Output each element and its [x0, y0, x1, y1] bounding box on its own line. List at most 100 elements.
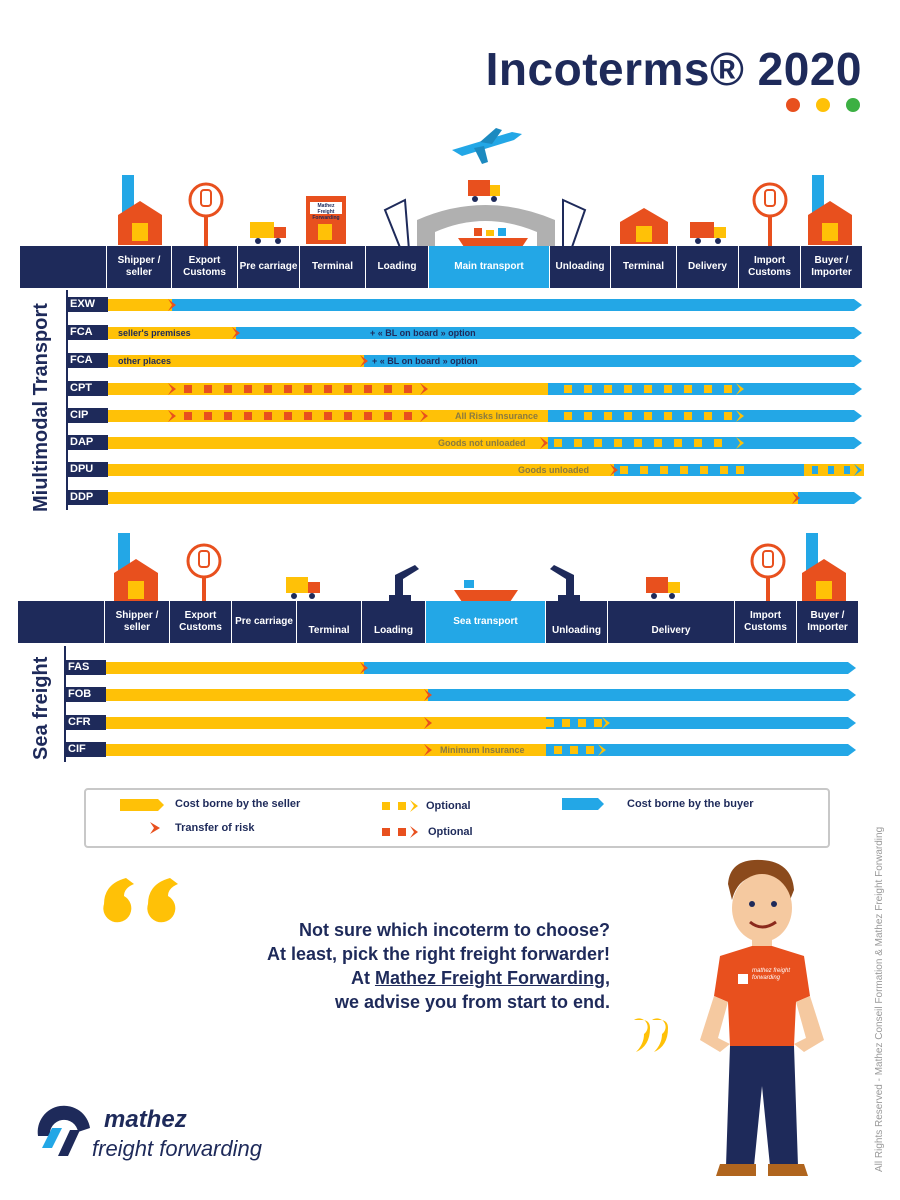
rights-text: All Rights Reserved - Mathez Conseil For… — [874, 826, 885, 1172]
legend-seller-swatch — [120, 799, 164, 811]
bar-cif — [106, 744, 856, 756]
legend-optional-red-swatch — [382, 826, 418, 838]
quote-line-1: Not sure which incoterm to choose? — [298, 920, 610, 940]
annotation-bl-on-board: + « BL on board » option — [372, 356, 478, 366]
row-label-fca-seller: FCA — [66, 325, 108, 340]
header-cell: Import Customs — [738, 246, 800, 288]
crane-icon — [550, 565, 580, 603]
row-label-cif: CIF — [64, 742, 106, 757]
row-label-dap: DAP — [66, 435, 108, 450]
factory-icon — [808, 175, 852, 245]
header-cell: Export Customs — [171, 246, 237, 288]
factory-icon — [114, 533, 158, 603]
quote-line-3: At Mathez Freight Forwarding, — [130, 966, 610, 990]
bar-fas — [106, 662, 856, 674]
customs-hand-icon — [750, 543, 786, 603]
header-cell: Sea transport — [425, 601, 545, 643]
bar-dap — [108, 437, 862, 449]
customs-hand-icon — [752, 182, 788, 246]
header-cell: Delivery — [607, 601, 734, 643]
truck-icon — [468, 180, 500, 202]
annotation-goods-unloaded: Goods unloaded — [518, 465, 589, 475]
logo-name: mathez — [104, 1106, 187, 1133]
bar-exw — [108, 299, 862, 311]
sea-side-title: Sea freight — [30, 656, 52, 760]
legend-risk-swatch — [150, 822, 160, 834]
factory-icon — [802, 533, 846, 603]
legend-risk-label: Transfer of risk — [175, 822, 255, 834]
row-label-fca-other: FCA — [66, 353, 108, 368]
row-label-dpu: DPU — [66, 462, 108, 477]
row-label-fas: FAS — [64, 660, 106, 675]
truck-icon — [646, 577, 680, 599]
character-illustration — [700, 859, 824, 1176]
bar-ddp — [108, 492, 862, 504]
bar-fca-seller — [108, 327, 862, 339]
header-cell: Unloading — [549, 246, 610, 288]
annotation-all-risks-insurance: All Risks Insurance — [455, 411, 539, 421]
terminal-building-icon — [306, 196, 346, 244]
truck-icon — [250, 222, 286, 244]
crane-icon — [389, 565, 419, 603]
header-cell: Loading — [361, 601, 425, 643]
page-title: Incoterms® 2020 — [485, 43, 862, 95]
open-quote-icon — [103, 878, 178, 923]
legend-optional-red-label: Optional — [428, 826, 473, 838]
header-cell: Import Customs — [734, 601, 796, 643]
customs-hand-icon — [188, 182, 224, 246]
header-cell: Pre carriage — [231, 601, 296, 643]
header-cell: Loading — [365, 246, 428, 288]
close-quote-icon — [634, 1018, 668, 1052]
row-label-cpt: CPT — [66, 381, 108, 396]
legend-buyer-label: Cost borne by the buyer — [627, 798, 754, 810]
annotation-sellers-premises: seller's premises — [118, 328, 191, 338]
ship-icon — [454, 580, 518, 602]
header-cell: Buyer / Importer — [796, 601, 858, 643]
row-label-ddp: DDP — [66, 490, 108, 505]
header-cell: Unloading — [545, 601, 607, 643]
row-label-fob: FOB — [64, 687, 106, 702]
sea-header: Shipper / seller Export Customs Pre carr… — [18, 601, 858, 643]
bar-cfr — [106, 717, 856, 729]
legend-buyer-swatch — [562, 798, 604, 810]
legend-optional-yellow-swatch — [382, 800, 418, 812]
bar-fca-other — [108, 355, 862, 367]
annotation-minimum-insurance: Minimum Insurance — [440, 745, 525, 755]
legend-seller-label: Cost borne by the seller — [175, 798, 301, 810]
logo-tagline: freight forwarding — [92, 1136, 262, 1161]
yellow-dot-icon — [816, 98, 830, 112]
mathez-link[interactable]: Mathez Freight Forwarding — [374, 968, 605, 988]
terminal-sign-text: Mathez Freight Forwarding — [312, 203, 340, 221]
annotation-goods-not-unloaded: Goods not unloaded — [438, 438, 526, 448]
legend-box — [84, 788, 830, 848]
header-cell: Delivery — [676, 246, 738, 288]
quote-line-4: we advise you from start to end. — [334, 992, 610, 1012]
truck-icon — [690, 222, 726, 244]
quote-line-2: At least, pick the right freight forward… — [266, 944, 610, 964]
bar-cpt — [108, 383, 862, 395]
header-cell: Shipper / seller — [104, 601, 169, 643]
multimodal-row-bracket — [66, 290, 110, 510]
header-cell: Buyer / Importer — [800, 246, 862, 288]
customs-hand-icon — [186, 543, 222, 603]
bar-fob — [106, 689, 856, 701]
mathez-logo-icon — [37, 1105, 90, 1156]
header-cell: Main transport — [428, 246, 549, 288]
sea-illustrations — [114, 533, 846, 603]
red-dot-icon — [786, 98, 800, 112]
bar-dpu — [108, 464, 864, 476]
header-cell: Terminal — [610, 246, 676, 288]
factory-icon — [118, 175, 162, 245]
multimodal-header: Shipper / seller Export Customs Pre carr… — [20, 246, 862, 288]
green-dot-icon — [846, 98, 860, 112]
annotation-bl-on-board: + « BL on board » option — [370, 328, 476, 338]
airplane-icon — [452, 128, 522, 164]
header-cell: Pre carriage — [237, 246, 299, 288]
multimodal-side-title: Miultimodal Transport — [30, 303, 52, 512]
header-cell: Terminal — [296, 601, 361, 643]
truck-icon — [286, 577, 320, 599]
bar-cip — [108, 410, 862, 422]
warehouse-icon — [620, 208, 668, 244]
header-cell: Export Customs — [169, 601, 231, 643]
quote-line-3-post: , — [604, 968, 610, 988]
